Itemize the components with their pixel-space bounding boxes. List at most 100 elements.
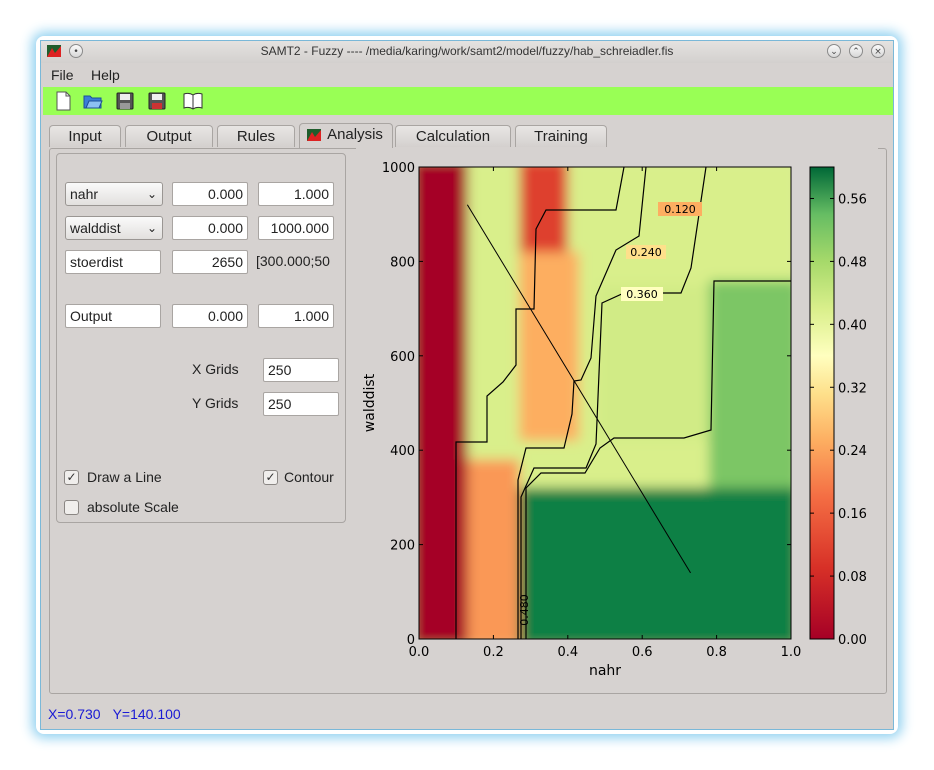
window-title: SAMT2 - Fuzzy ---- /media/karing/work/sa… [260, 44, 674, 58]
save-icon[interactable] [115, 91, 135, 111]
analysis-drawn-line [466, 204, 691, 574]
colorbar [809, 166, 835, 640]
tab-calculation[interactable]: Calculation [395, 125, 511, 147]
colorbar-tick-label: 0.16 [838, 507, 867, 522]
heatmap-region [597, 285, 710, 441]
menu-file[interactable]: File [51, 67, 74, 83]
fixed-variable-value[interactable]: 2650 [172, 250, 248, 274]
y-variable-select[interactable]: walddist ⌄ [65, 216, 163, 240]
plot-area: 0.120 0.240 0.360 0.480 0.0 0.2 0.4 0.6 0.8 1… [356, 148, 878, 688]
tab-rules[interactable]: Rules [217, 125, 295, 147]
heatmap-region [709, 167, 791, 281]
contour-line-0240 [517, 167, 647, 639]
maximize-icon[interactable]: ⌃ [849, 44, 863, 58]
colorbar-axis: 0.00 0.08 0.16 0.24 0.32 0.40 0.48 0.56 [810, 192, 867, 648]
tab-output-label: Output [146, 128, 192, 145]
fixed-variable-range: [300.000;50 [256, 253, 330, 269]
tab-input-label: Input [68, 128, 102, 145]
menu-help[interactable]: Help [91, 67, 120, 83]
tab-input[interactable]: Input [49, 125, 121, 147]
app-icon [47, 45, 61, 57]
x-axis-label: nahr [589, 663, 621, 679]
settings-group [56, 153, 346, 523]
menu-bar: File Help [41, 63, 893, 87]
toolbar [43, 87, 893, 115]
contour-label-0360: 0.360 [626, 288, 658, 301]
y-variable-value: walddist [70, 220, 121, 236]
output-min-field[interactable]: 0.000 [172, 304, 248, 328]
absolute-scale-label: absolute Scale [87, 499, 179, 515]
y-tick-label: 800 [390, 255, 415, 270]
heatmap-region [519, 167, 568, 252]
y-tick-label: 400 [390, 444, 415, 459]
contour-line-0480 [525, 280, 791, 639]
y-axis: 0 200 400 600 800 1000 [382, 161, 791, 648]
x-tick-label: 1.0 [781, 645, 802, 660]
close-icon[interactable]: × [871, 44, 885, 58]
x-variable-value: nahr [70, 186, 99, 202]
heatmap-region [519, 487, 791, 639]
y-grids-field[interactable]: 250 [263, 392, 339, 416]
heatmap-region [419, 167, 468, 639]
contour-label-bg [621, 287, 663, 301]
status-x: X=0.730 [48, 706, 101, 722]
output-max-field[interactable]: 1.000 [258, 304, 334, 328]
tab-rules-label: Rules [236, 128, 276, 145]
x-min-field[interactable]: 0.000 [172, 182, 248, 206]
absolute-scale-checkbox[interactable] [64, 500, 79, 515]
contour-label-0240: 0.240 [630, 246, 662, 259]
y-tick-label: 1000 [382, 161, 415, 176]
tab-output[interactable]: Output [125, 125, 213, 147]
x-tick-label: 0.6 [632, 645, 653, 660]
new-file-icon[interactable] [53, 91, 73, 111]
y-max-field[interactable]: 1000.000 [258, 216, 334, 240]
colorbar-tick-label: 0.40 [838, 318, 867, 333]
colorbar-tick-label: 0.48 [838, 255, 867, 270]
title-bar[interactable]: • SAMT2 - Fuzzy ---- /media/karing/work/… [41, 41, 893, 63]
x-variable-select[interactable]: nahr ⌄ [65, 182, 163, 206]
contour-label: Contour [284, 469, 334, 485]
heatmap-region [519, 251, 579, 441]
colorbar-tick-label: 0.08 [838, 570, 867, 585]
x-tick-label: 0.0 [409, 645, 430, 660]
tab-analysis-label: Analysis [327, 126, 383, 143]
draw-line-label: Draw a Line [87, 469, 162, 485]
colorbar-tick-label: 0.00 [838, 633, 867, 648]
save-as-icon[interactable] [147, 91, 167, 111]
y-tick-label: 0 [407, 633, 415, 648]
tab-training[interactable]: Training [515, 125, 607, 147]
heatmap-region [709, 280, 791, 488]
chevron-down-icon: ⌄ [146, 221, 157, 235]
y-grids-label: Y Grids [192, 395, 239, 411]
y-tick-label: 200 [390, 539, 415, 554]
tab-calculation-label: Calculation [415, 128, 491, 145]
x-grids-field[interactable]: 250 [263, 358, 339, 382]
contour-label-0480: 0.480 [518, 594, 531, 626]
colorbar-tick-label: 0.24 [838, 444, 867, 459]
heatmap-chart[interactable]: 0.120 0.240 0.360 0.480 0.0 0.2 0.4 0.6 0.8 1… [356, 148, 878, 688]
y-tick-label: 600 [390, 350, 415, 365]
analysis-icon [307, 129, 321, 141]
contour-lines [455, 167, 791, 639]
minimize-icon[interactable]: ⌄ [827, 44, 841, 58]
heatmap-region [467, 459, 520, 639]
x-max-field[interactable]: 1.000 [258, 182, 334, 206]
contour-checkbox[interactable]: ✓ [263, 470, 278, 485]
colorbar-tick-label: 0.32 [838, 381, 867, 396]
tab-analysis[interactable]: Analysis [299, 123, 393, 149]
contour-line-0360 [520, 167, 707, 639]
chevron-down-icon: ⌄ [146, 187, 157, 201]
fixed-variable-name[interactable]: stoerdist [65, 250, 161, 274]
pin-icon[interactable]: • [69, 44, 83, 58]
output-name-field[interactable]: Output [65, 304, 161, 328]
help-book-icon[interactable] [183, 91, 203, 111]
x-tick-label: 0.8 [706, 645, 727, 660]
y-min-field[interactable]: 0.000 [172, 216, 248, 240]
x-axis: 0.0 0.2 0.4 0.6 0.8 1.0 [409, 167, 802, 660]
open-folder-icon[interactable] [83, 91, 103, 111]
contour-label-bg [626, 245, 666, 259]
draw-line-checkbox[interactable]: ✓ [64, 470, 79, 485]
tab-training-label: Training [534, 128, 588, 145]
x-tick-label: 0.2 [483, 645, 504, 660]
main-window: • SAMT2 - Fuzzy ---- /media/karing/work/… [40, 40, 894, 730]
